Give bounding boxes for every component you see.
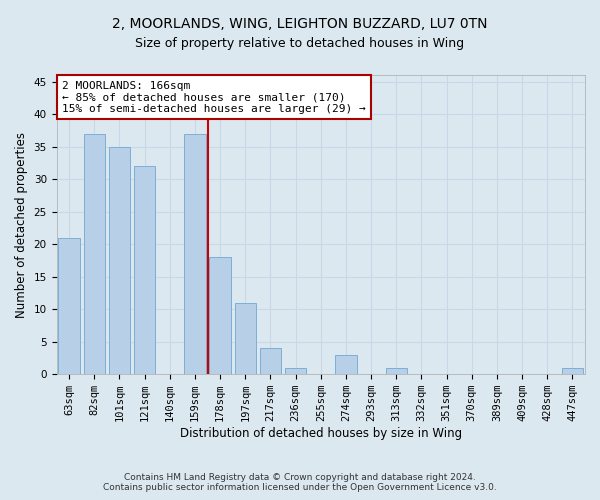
Bar (83, 134, 105, 374)
Bar (58, 238, 80, 374)
Text: 2 MOORLANDS: 166sqm
← 85% of detached houses are smaller (170)
15% of semi-detac: 2 MOORLANDS: 166sqm ← 85% of detached ho… (62, 80, 366, 114)
Text: Size of property relative to detached houses in Wing: Size of property relative to detached ho… (136, 38, 464, 51)
Bar (134, 166, 155, 374)
Bar (386, 368, 407, 374)
Y-axis label: Number of detached properties: Number of detached properties (15, 132, 28, 318)
Bar (209, 257, 231, 374)
X-axis label: Distribution of detached houses by size in Wing: Distribution of detached houses by size … (180, 427, 462, 440)
Bar (562, 368, 583, 374)
Text: Contains HM Land Registry data © Crown copyright and database right 2024.
Contai: Contains HM Land Registry data © Crown c… (103, 473, 497, 492)
Bar (109, 146, 130, 374)
Bar (184, 134, 206, 374)
Bar (335, 354, 356, 374)
Bar (260, 348, 281, 374)
Bar (285, 368, 306, 374)
Text: 2, MOORLANDS, WING, LEIGHTON BUZZARD, LU7 0TN: 2, MOORLANDS, WING, LEIGHTON BUZZARD, LU… (112, 18, 488, 32)
Bar (235, 302, 256, 374)
